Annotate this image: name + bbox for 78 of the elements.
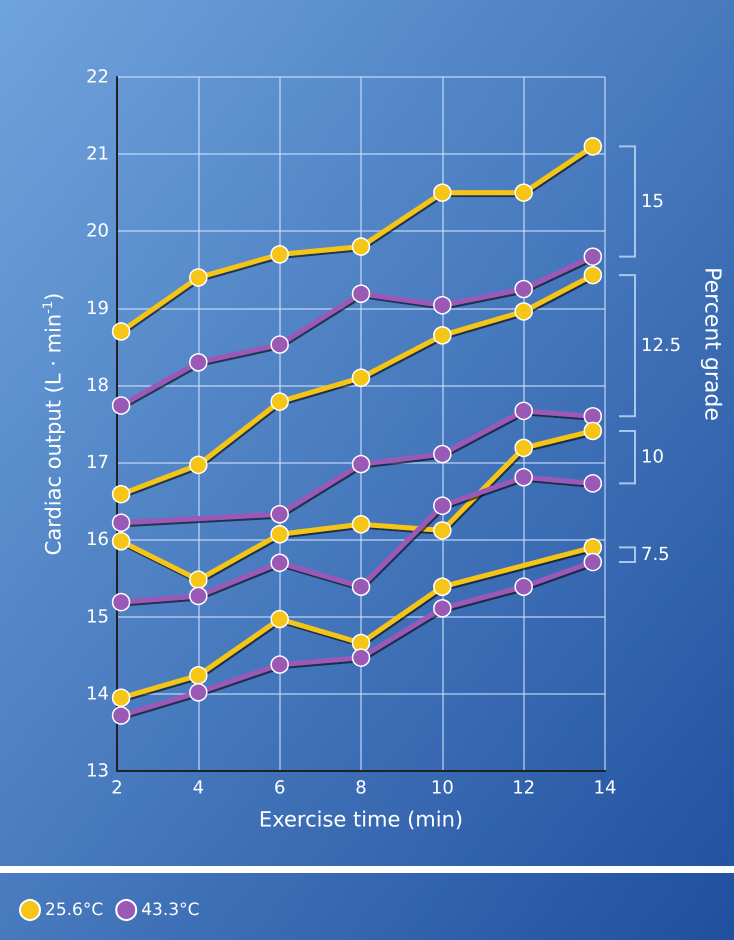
x-tick-label: 2: [111, 778, 123, 798]
point: [112, 688, 130, 707]
x-tick-label: 14: [594, 778, 616, 798]
point: [433, 496, 452, 515]
point: [112, 322, 130, 341]
text: 15: [641, 191, 664, 212]
point: [352, 515, 370, 534]
y-tick-label: 16: [86, 529, 109, 550]
y-tick-label: 22: [86, 66, 109, 88]
text: 7.5: [641, 544, 670, 566]
point: [352, 454, 370, 474]
y-tick-label: 21: [86, 144, 109, 165]
point: [189, 456, 208, 474]
y-tick-label: 18: [86, 374, 109, 396]
point: [584, 552, 602, 572]
y-tick-label: 20: [86, 220, 109, 242]
point: [433, 577, 452, 596]
text: 12.5: [641, 335, 682, 356]
point: [112, 484, 130, 504]
point: [270, 504, 289, 524]
x-tick-label: 6: [274, 778, 286, 798]
point: [352, 237, 370, 256]
point: [189, 666, 208, 685]
y-tick-label: 17: [86, 452, 109, 474]
point: [584, 247, 602, 266]
point: [270, 525, 289, 544]
y-axis-title: Cardiac output (L · min-1): [41, 292, 66, 556]
legend-label: 43.3°C: [141, 900, 200, 920]
point: [514, 402, 533, 420]
y-tick-label: 19: [86, 298, 109, 319]
x-tick-label: 4: [192, 778, 204, 798]
point: [270, 554, 289, 572]
point: [352, 284, 370, 303]
point: [112, 532, 130, 550]
point: [352, 648, 370, 667]
legend-label: 25.6°C: [45, 900, 104, 920]
point: [584, 474, 602, 493]
point: [433, 183, 452, 202]
point: [112, 592, 130, 612]
point: [514, 438, 533, 458]
point: [189, 570, 208, 590]
point: [584, 422, 602, 440]
point: [584, 137, 602, 156]
point: [433, 444, 452, 464]
point: [433, 521, 452, 540]
point: [514, 302, 533, 321]
y-tick-label: 15: [86, 606, 109, 628]
point: [584, 266, 602, 284]
x-axis-title: Exercise time (min): [258, 808, 464, 832]
point: [270, 655, 289, 674]
point: [270, 335, 289, 354]
point: [189, 353, 208, 372]
point: [270, 392, 289, 411]
x-tick-label: 10: [430, 778, 454, 798]
point: [352, 368, 370, 387]
point: [270, 610, 289, 628]
x-tick-label: 8: [355, 778, 367, 798]
point: [514, 183, 533, 202]
point: [352, 577, 370, 596]
point: [514, 280, 533, 298]
point: [433, 326, 452, 345]
point: [514, 468, 533, 486]
point: [112, 706, 130, 725]
y2-axis-title: Percent grade: [700, 267, 724, 421]
x-tick-label: 12: [512, 778, 536, 798]
point: [189, 683, 208, 702]
point: [514, 577, 533, 596]
y-tick-label: 14: [86, 683, 109, 704]
point: [189, 268, 208, 287]
point: [189, 586, 208, 606]
point: [433, 599, 452, 618]
y-tick-label: 13: [86, 760, 109, 782]
point: [112, 513, 130, 532]
point: [112, 396, 130, 415]
point: [584, 538, 602, 557]
point: [270, 245, 289, 264]
point: [433, 296, 452, 314]
text: 10: [641, 446, 664, 468]
